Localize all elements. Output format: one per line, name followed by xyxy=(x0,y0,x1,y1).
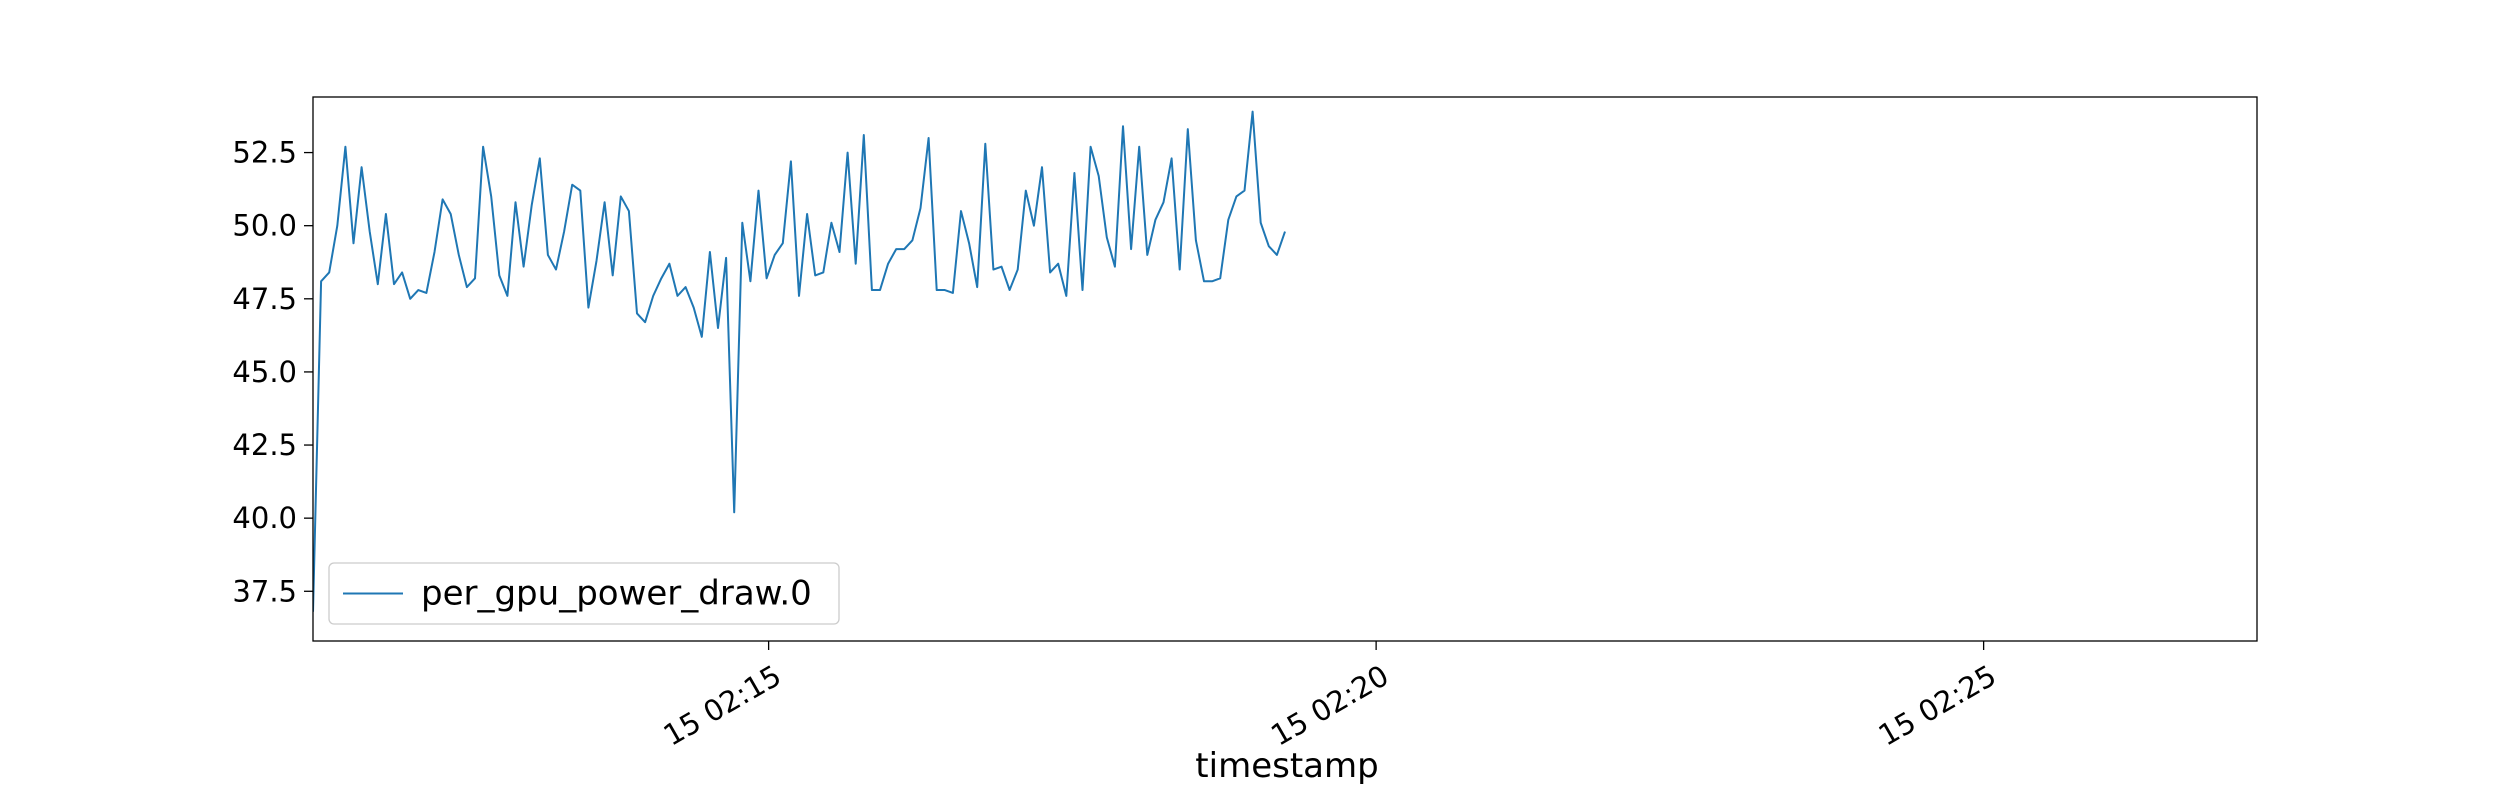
y-tick-label: 50.0 xyxy=(232,209,297,243)
y-tick-label: 37.5 xyxy=(232,574,297,608)
plot-frame xyxy=(312,96,2258,642)
y-tick-label: 47.5 xyxy=(232,282,297,316)
x-axis-label: timestamp xyxy=(1195,746,1378,786)
series-line-0 xyxy=(313,110,1286,612)
y-tick-label: 52.5 xyxy=(232,136,297,170)
y-axis: 37.5 40.0 42.5 45.0 47.5 50.0 52.5 xyxy=(232,136,313,608)
y-tick-label: 45.0 xyxy=(232,355,297,389)
legend-box xyxy=(328,562,840,625)
legend-label: per_gpu_power_draw.0 xyxy=(421,574,812,614)
y-tick-label: 42.5 xyxy=(232,428,297,462)
y-tick-label: 40.0 xyxy=(232,501,297,535)
plot-area xyxy=(313,110,1286,612)
legend: per_gpu_power_draw.0 xyxy=(328,562,840,625)
